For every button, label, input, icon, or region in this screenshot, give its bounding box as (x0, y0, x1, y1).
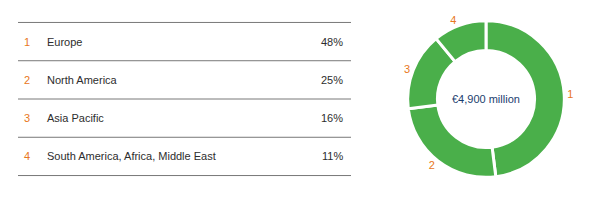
svg-text:25%: 25% (321, 74, 343, 86)
svg-text:South America, Africa, Middle: South America, Africa, Middle East (47, 150, 216, 162)
svg-text:16%: 16% (321, 112, 343, 124)
svg-text:North America: North America (47, 74, 118, 86)
svg-text:4: 4 (450, 14, 456, 26)
svg-text:Asia Pacific: Asia Pacific (47, 112, 104, 124)
svg-text:€4,900 million: €4,900 million (452, 93, 520, 105)
svg-text:48%: 48% (321, 36, 343, 48)
svg-text:3: 3 (24, 112, 30, 124)
svg-text:2: 2 (24, 74, 30, 86)
svg-text:3: 3 (404, 63, 410, 75)
svg-text:1: 1 (24, 36, 30, 48)
svg-text:4: 4 (24, 150, 30, 162)
svg-text:Europe: Europe (47, 36, 82, 48)
svg-text:11%: 11% (322, 150, 343, 162)
svg-text:2: 2 (429, 159, 435, 171)
svg-text:1: 1 (567, 88, 573, 100)
